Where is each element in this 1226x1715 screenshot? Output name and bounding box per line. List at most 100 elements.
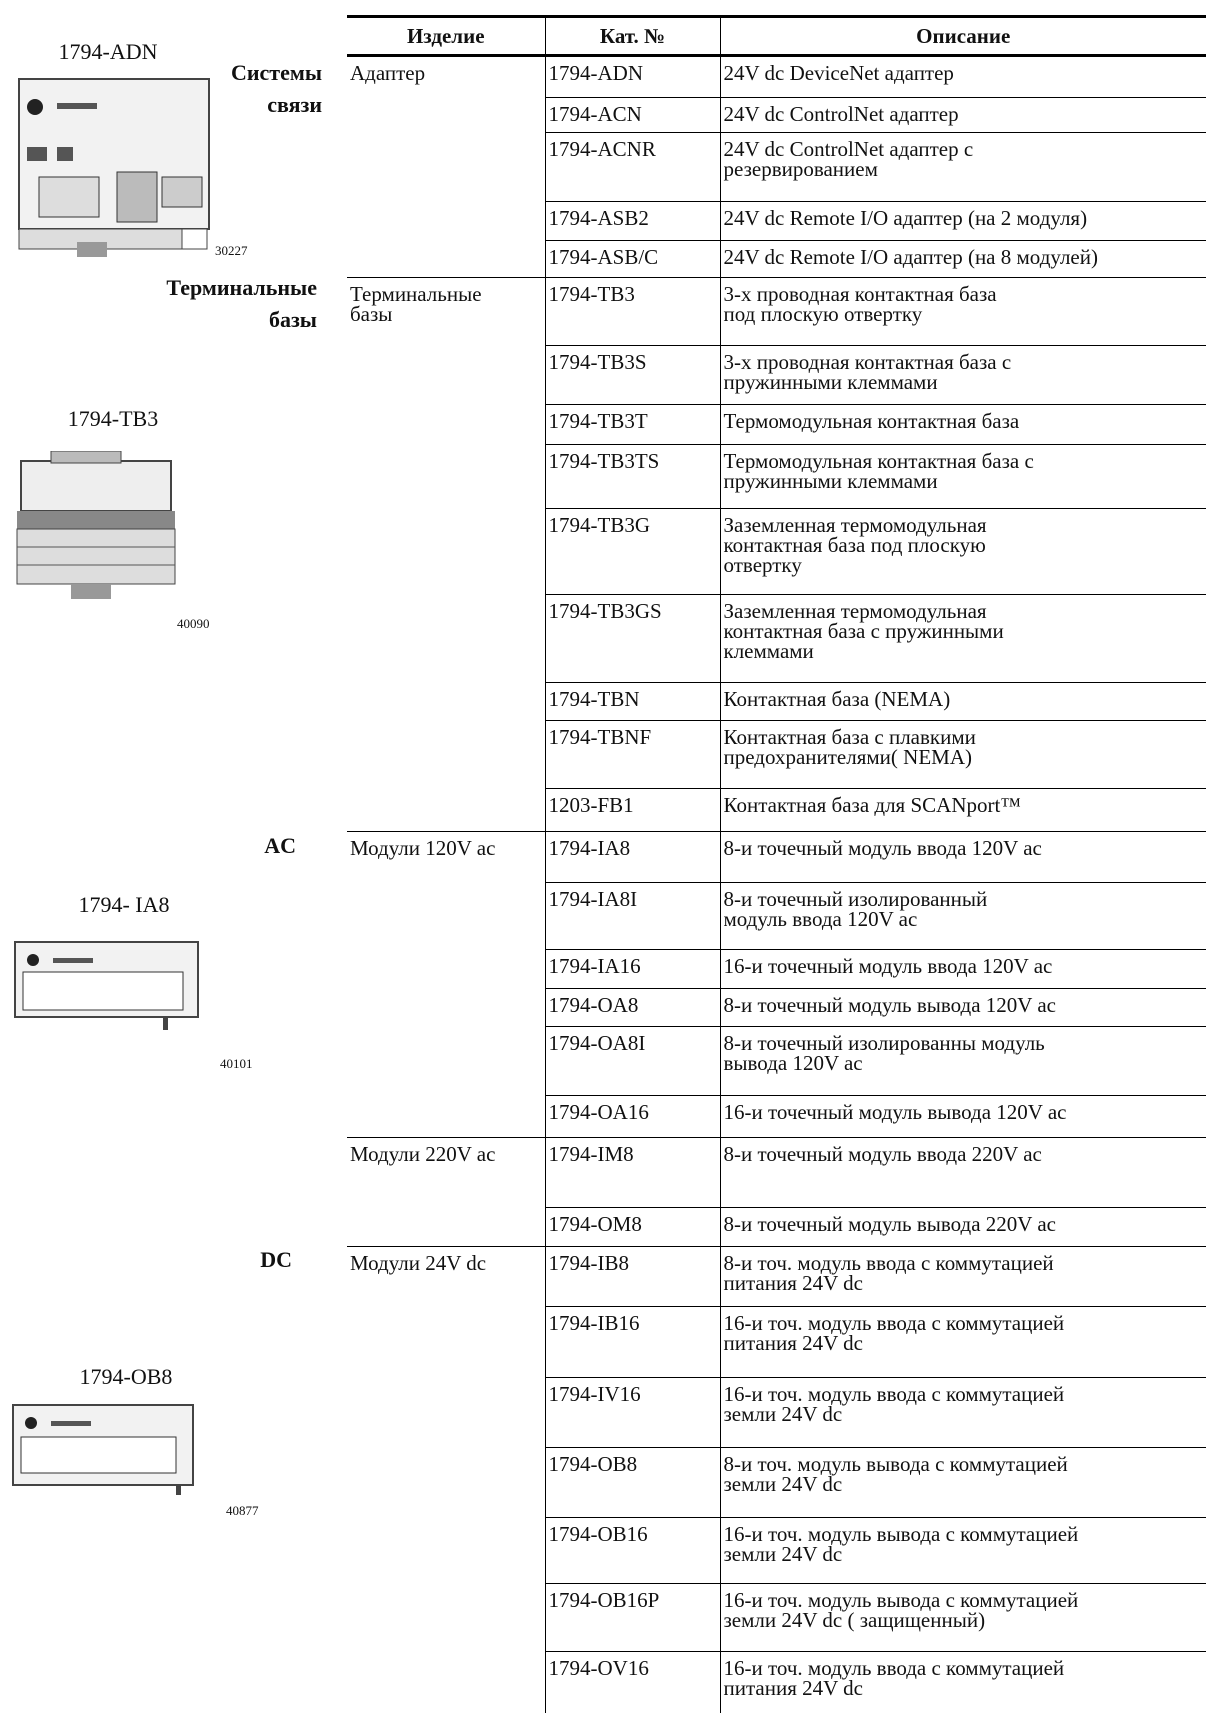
description: 16-и точ. модуль ввода с коммутацией зем… [719, 1377, 1206, 1448]
description: 8-и точ. модуль ввода с коммутацией пита… [719, 1246, 1206, 1307]
column-header: Кат. № [544, 15, 720, 57]
table-row: 1794-IV16 16-и точ. модуль ввода с коммут… [347, 1377, 1206, 1448]
description: 8-и точ. модуль вывода с коммутацией зем… [719, 1447, 1206, 1518]
description: 8-и точечный изолированный модуль ввода … [719, 882, 1206, 950]
description: 16-и точечный модуль вывода 120V ac [719, 1095, 1206, 1138]
description: 16-и точ. модуль вывода с коммутацией зе… [719, 1517, 1206, 1584]
catalog-number: 1794-OV16 [544, 1651, 720, 1713]
catalog-number: 1794-OB8 [544, 1447, 720, 1518]
description: Термомодульная контактная база с пружинн… [719, 444, 1206, 509]
catalog-number: 1794-IM8 [544, 1137, 720, 1208]
catalog-number: 1794-TBNF [544, 720, 720, 789]
description: 24V dc ControlNet адаптер [719, 97, 1206, 133]
table-row: 1794-OM8 8-и точечный модуль вывода 220V … [347, 1207, 1206, 1247]
table-row: 1794-IB16 16-и точ. модуль ввода с коммут… [347, 1306, 1206, 1378]
table-row: 1794-TB3G Заземленная термомодульная конт… [347, 508, 1206, 595]
table-row: 1794-OA8 8-и точечный модуль вывода 120V … [347, 988, 1206, 1027]
column-header: Изделие [347, 15, 545, 57]
catalog-number: 1794-TB3 [544, 277, 720, 346]
catalog-number: 1794-TB3T [544, 404, 720, 445]
catalog-number: 1794-TB3TS [544, 444, 720, 509]
catalog-number: 1794-OB16 [544, 1517, 720, 1584]
ac-module-image [14, 941, 199, 1030]
description: Контактная база для SCANport™ [719, 788, 1206, 832]
product-cell: Адаптер [347, 55, 545, 278]
dc-module-image [12, 1404, 194, 1495]
side-label: 1794-OB8 [79, 1364, 173, 1389]
terminal-base-image [16, 451, 176, 599]
side-label: 30227 [215, 243, 248, 258]
table-row: 1794-OB8 8-и точ. модуль вывода с коммута… [347, 1447, 1206, 1518]
table-row: 1794-TB3TS Термомодульная контактная база… [347, 444, 1206, 509]
catalog-number: 1794-IA8I [544, 882, 720, 950]
table-row: Модули 120V ac 1794-IA8 8-и точечный модул… [347, 831, 1206, 1138]
description: 3-х проводная контактная база с пружинны… [719, 345, 1206, 405]
description: 8-и точечный модуль ввода 220V ac [719, 1137, 1206, 1208]
side-label: 40877 [226, 1503, 259, 1518]
table-row: Адаптер 1794-ADN 24V dc DeviceNet адаптер [347, 55, 1206, 278]
catalog-number: 1794-IB16 [544, 1306, 720, 1378]
table-row: Модули 24V dc 1794-IB8 8-и точ. модуль вво… [347, 1246, 1206, 1307]
catalog-number: 1794-OM8 [544, 1207, 720, 1247]
description: 8-и точечный модуль ввода 120V ac [719, 831, 1206, 883]
table-row: 1794-TBN Контактная база (NEMA) [347, 682, 1206, 721]
header-row: Изделие Кат. № Описание [347, 15, 1206, 57]
catalog-number: 1794-OB16P [544, 1583, 720, 1652]
catalog-number: 1794-IB8 [544, 1246, 720, 1307]
description: 8-и точечный модуль вывода 220V ac [719, 1207, 1206, 1247]
table-row: 1203-FB1 Контактная база для SCANport™ [347, 788, 1206, 832]
catalog-number: 1203-FB1 [544, 788, 720, 832]
side-label: Терминальные базы [166, 275, 317, 332]
catalog-number: 1794-ACN [544, 97, 720, 133]
table-row: 1794-TB3GS Заземленная термомодульная кон… [347, 594, 1206, 683]
description: 16-и точ. модуль ввода с коммутацией пит… [719, 1306, 1206, 1378]
column-header: Описание [719, 15, 1206, 57]
table-row: 1794-ASB/C 24V dc Remote I/O адаптер (на … [347, 240, 1206, 278]
description: 24V dc DeviceNet адаптер [719, 55, 1206, 98]
description: Заземленная термомодульная контактная ба… [719, 594, 1206, 683]
description: 16-и точечный модуль ввода 120V ac [719, 949, 1206, 989]
product-cell: Модули 120V ac [347, 831, 545, 1138]
side-label: 1794-ADN [58, 39, 158, 64]
description: 16-и точ. модуль ввода с коммутацией пит… [719, 1651, 1206, 1713]
description: Контактная база (NEMA) [719, 682, 1206, 721]
table-row: 1794-TBNF Контактная база с плавкими пред… [347, 720, 1206, 789]
table-row: 1794-OB16P 16-и точ. модуль вывода с комм… [347, 1583, 1206, 1652]
table-row: 1794-OA8I 8-и точечный изолированны модул… [347, 1026, 1206, 1096]
table-row: 1794-OB16 16-и точ. модуль вывода с комму… [347, 1517, 1206, 1584]
description: Контактная база с плавкими предохранител… [719, 720, 1206, 789]
side-label: AC [264, 833, 296, 858]
catalog-number: 1794-TB3S [544, 345, 720, 405]
product-cell: Модули 220V ac [347, 1137, 545, 1247]
table-row: 1794-ACNR 24V dc ControlNet адаптер с рез… [347, 132, 1206, 202]
side-label: 40101 [220, 1056, 253, 1071]
catalog-number: 1794-IV16 [544, 1377, 720, 1448]
catalog-number: 1794-OA8 [544, 988, 720, 1027]
catalog-number: 1794-ACNR [544, 132, 720, 202]
table-row: 1794-IA16 16-и точечный модуль ввода 120V… [347, 949, 1206, 989]
product-cell: Модули 24V dc [350, 1251, 487, 1275]
description: 24V dc ControlNet адаптер с резервирован… [719, 132, 1206, 202]
table-row: Терминальные базы 1794-TB3 3-х проводная к… [347, 277, 1206, 832]
side-label: 1794- IA8 [78, 892, 170, 917]
side-label: DC [260, 1247, 292, 1272]
side-label: 1794-TB3 [67, 406, 159, 431]
catalog-number: 1794-ADN [544, 55, 720, 98]
side-label: 40090 [177, 616, 210, 631]
description: 24V dc Remote I/O адаптер (на 2 модуля) [719, 201, 1206, 241]
description: 16-и точ. модуль вывода с коммутацией зе… [719, 1583, 1206, 1652]
catalog-number: 1794-TB3G [544, 508, 720, 595]
catalog-number: 1794-TBN [544, 682, 720, 721]
table-row: 1794-TB3T Термомодульная контактная база [347, 404, 1206, 445]
catalog-number: 1794-IA16 [544, 949, 720, 989]
adapter-image [18, 78, 210, 257]
catalog-number: 1794-IA8 [544, 831, 720, 883]
description: Заземленная термомодульная контактная ба… [719, 508, 1206, 595]
side-label: Системы связи [230, 60, 322, 117]
catalog-number: 1794-ASB2 [544, 201, 720, 241]
table-row: 1794-OA16 16-и точечный модуль вывода 120… [347, 1095, 1206, 1138]
table-row: 1794-OV16 16-и точ. модуль ввода с коммут… [347, 1651, 1206, 1713]
catalog-number: 1794-TB3GS [544, 594, 720, 683]
description: Термомодульная контактная база [719, 404, 1206, 445]
